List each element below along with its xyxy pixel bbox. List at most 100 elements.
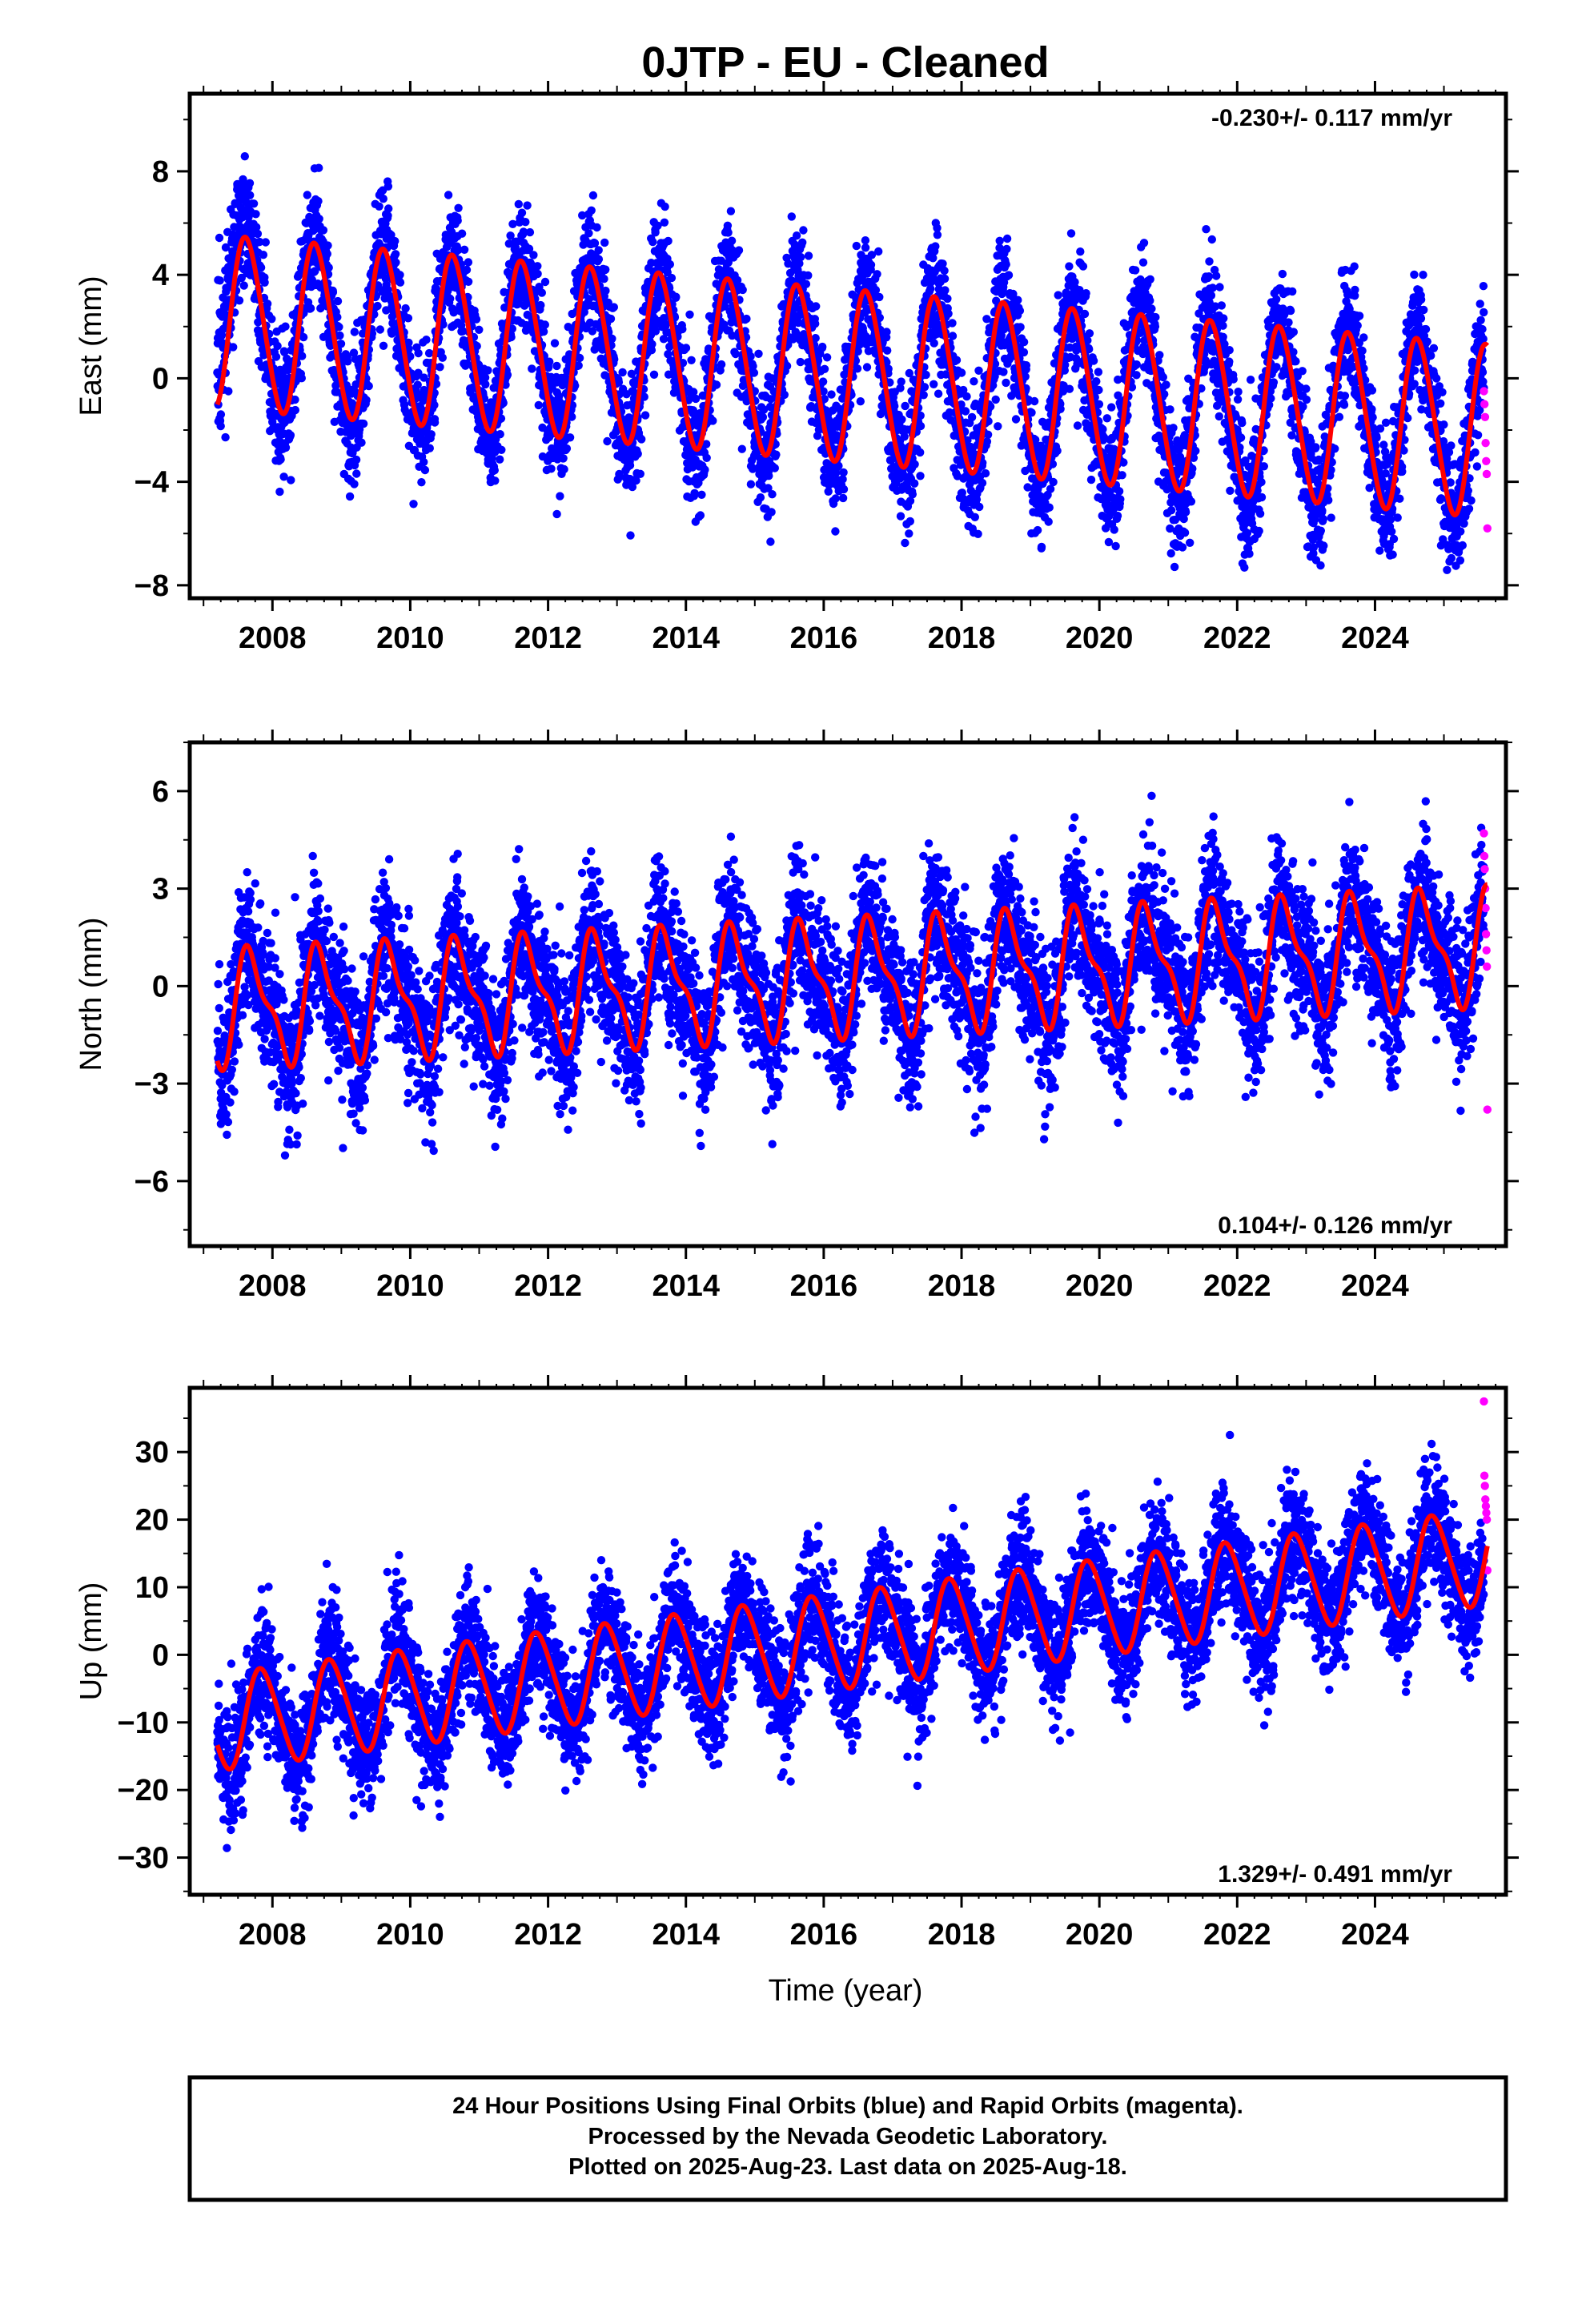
final-orbit-point <box>897 415 906 424</box>
final-orbit-point <box>350 328 359 336</box>
final-orbit-point <box>941 286 950 295</box>
final-orbit-point <box>861 236 870 245</box>
final-orbit-point <box>267 315 276 324</box>
final-orbit-point <box>430 418 440 427</box>
final-orbit-point <box>975 502 984 512</box>
final-orbit-point <box>712 380 721 389</box>
final-orbit-point <box>503 370 512 380</box>
final-orbit-point <box>768 490 777 499</box>
final-orbit-point <box>890 401 899 411</box>
final-orbit-point <box>905 517 915 526</box>
x-tick-label: 2008 <box>239 621 307 655</box>
final-orbit-point <box>506 231 515 240</box>
final-orbit-point <box>896 512 905 521</box>
final-orbit-point <box>852 241 861 251</box>
final-orbit-point <box>873 270 881 279</box>
final-orbit-point <box>472 315 481 324</box>
x-tick-label: 2022 <box>1203 621 1271 655</box>
y-tick-label: −4 <box>135 466 169 500</box>
final-orbit-point <box>496 414 506 423</box>
east-panel: 2008 2010 2012 2014 2016 2018 2020 2022 2024840−… <box>74 81 1519 655</box>
final-orbit-point <box>811 320 820 328</box>
final-orbit-point <box>648 237 657 247</box>
final-orbit-point <box>742 314 751 324</box>
final-orbit-point <box>259 251 268 259</box>
final-orbit-point <box>649 370 659 379</box>
final-orbit-point <box>615 472 624 481</box>
final-orbit-point <box>967 412 977 422</box>
final-orbit-point <box>459 327 468 336</box>
final-orbit-point <box>974 366 983 375</box>
final-orbit-point <box>584 229 593 238</box>
final-orbit-point <box>460 245 469 254</box>
final-orbit-point <box>246 191 255 199</box>
final-orbit-point <box>1082 289 1090 298</box>
final-orbit-point <box>1002 378 1010 388</box>
final-orbit-point <box>413 380 422 389</box>
final-orbit-point <box>1002 260 1010 269</box>
final-orbit-point <box>517 208 527 217</box>
final-orbit-point <box>281 322 290 331</box>
final-orbit-point <box>240 152 249 161</box>
final-orbit-point <box>1049 477 1058 487</box>
final-orbit-point <box>817 342 827 352</box>
final-orbit-point <box>224 387 233 396</box>
x-tick-label: 2020 <box>1066 621 1134 655</box>
final-orbit-point <box>874 247 883 256</box>
x-tick-label: 2018 <box>928 621 996 655</box>
final-orbit-point <box>940 266 949 275</box>
final-orbit-point <box>957 368 966 377</box>
final-orbit-point <box>362 396 371 404</box>
final-orbit-point <box>952 356 962 364</box>
final-orbit-point <box>574 361 583 370</box>
x-tick-label: 2010 <box>376 621 444 655</box>
final-orbit-point <box>640 411 650 420</box>
final-orbit-point <box>897 377 905 386</box>
final-orbit-point <box>600 275 608 283</box>
final-orbit-point <box>335 323 343 332</box>
final-orbit-point <box>565 433 575 442</box>
final-orbit-point <box>253 229 263 239</box>
final-orbit-point <box>1085 329 1094 338</box>
final-orbit-point <box>521 218 530 227</box>
final-orbit-point <box>727 236 737 245</box>
final-orbit-point <box>882 328 891 336</box>
final-orbit-point <box>812 302 821 311</box>
final-orbit-point <box>335 331 344 340</box>
final-orbit-point <box>306 304 315 313</box>
final-orbit-point <box>614 378 624 387</box>
final-orbit-point <box>765 472 773 480</box>
final-orbit-point <box>525 227 535 237</box>
final-orbit-point <box>916 421 926 431</box>
final-orbit-point <box>1114 487 1124 496</box>
figure-title: 0JTP - EU - Cleaned <box>641 38 1049 86</box>
final-orbit-point <box>636 469 644 478</box>
final-orbit-point <box>530 347 540 356</box>
final-orbit-point <box>291 395 299 404</box>
final-orbit-point <box>414 348 423 358</box>
final-orbit-point <box>734 246 744 255</box>
final-orbit-point <box>539 327 548 336</box>
final-orbit-point <box>298 352 307 360</box>
final-orbit-point <box>578 211 587 220</box>
final-orbit-point <box>981 468 990 478</box>
final-orbit-point <box>533 269 542 279</box>
final-orbit-point <box>601 286 610 296</box>
final-orbit-point <box>559 454 568 463</box>
y-tick-label: −8 <box>135 569 169 603</box>
final-orbit-point <box>587 206 596 215</box>
final-orbit-point <box>995 236 1004 245</box>
final-orbit-point <box>286 431 295 440</box>
final-orbit-point <box>853 364 862 373</box>
final-orbit-point <box>820 364 829 373</box>
final-orbit-point <box>427 430 436 439</box>
final-orbit-point <box>983 430 993 439</box>
final-orbit-point <box>916 472 925 480</box>
final-orbit-point <box>263 300 272 308</box>
final-orbit-point <box>600 238 609 247</box>
final-orbit-point <box>221 243 231 252</box>
final-orbit-point <box>1089 356 1098 365</box>
final-orbit-point <box>215 233 224 243</box>
final-orbit-point <box>387 231 396 239</box>
